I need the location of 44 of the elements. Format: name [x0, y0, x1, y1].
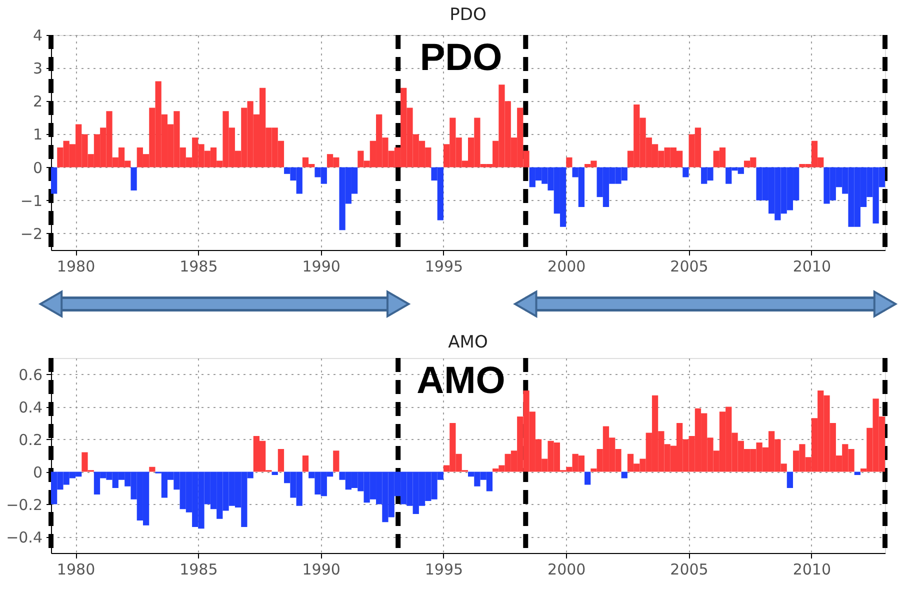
x-tick-label: 1985: [180, 560, 218, 578]
x-tick-label: 1990: [302, 258, 340, 276]
bar: [302, 456, 309, 472]
bar: [854, 472, 860, 475]
y-tick-label: 0.4: [18, 398, 42, 416]
y-tick-label: 3: [32, 60, 42, 78]
y-tick-label: 0.6: [18, 366, 42, 384]
bar: [149, 466, 156, 472]
y-tick-label: −0.4: [6, 528, 42, 546]
bar: [51, 167, 58, 194]
bar: [278, 449, 284, 472]
chart-title: PDO: [450, 5, 486, 25]
y-tick-label: 0: [32, 158, 42, 177]
bar: [584, 472, 591, 485]
bar: [272, 472, 278, 475]
bar: [333, 450, 340, 472]
y-tick-label: 4: [32, 26, 42, 44]
bar: [130, 167, 137, 190]
x-tick-label: 2000: [548, 258, 586, 276]
x-tick-label: 1995: [424, 258, 464, 276]
x-tick-label: 2005: [670, 258, 708, 276]
bar: [682, 167, 689, 178]
x-tick-label: 2000: [548, 560, 586, 578]
y-tick-label: −0.2: [6, 496, 42, 514]
y-tick-label: 1: [32, 126, 42, 144]
bar: [621, 472, 628, 478]
y-tick-label: 2: [32, 92, 42, 111]
y-tick-label: −2: [20, 224, 42, 243]
annotation: PDO: [420, 37, 502, 79]
x-tick-label: 1990: [302, 560, 340, 578]
bar: [786, 472, 794, 488]
x-tick-label: 1995: [424, 560, 464, 578]
y-tick-label: −1: [20, 192, 42, 210]
x-tick-label: 1985: [180, 258, 218, 276]
x-tick-label: 1980: [56, 258, 96, 276]
x-tick-label: 2010: [792, 560, 832, 578]
y-tick-label: 0.2: [18, 430, 42, 449]
x-tick-label: 1980: [56, 560, 96, 578]
annotation: AMO: [416, 360, 506, 402]
x-tick-label: 2010: [792, 258, 832, 276]
x-tick-label: 2005: [670, 560, 708, 578]
y-tick-label: 0: [32, 463, 42, 482]
bar: [566, 157, 572, 168]
chart-title: AMO: [448, 332, 488, 352]
